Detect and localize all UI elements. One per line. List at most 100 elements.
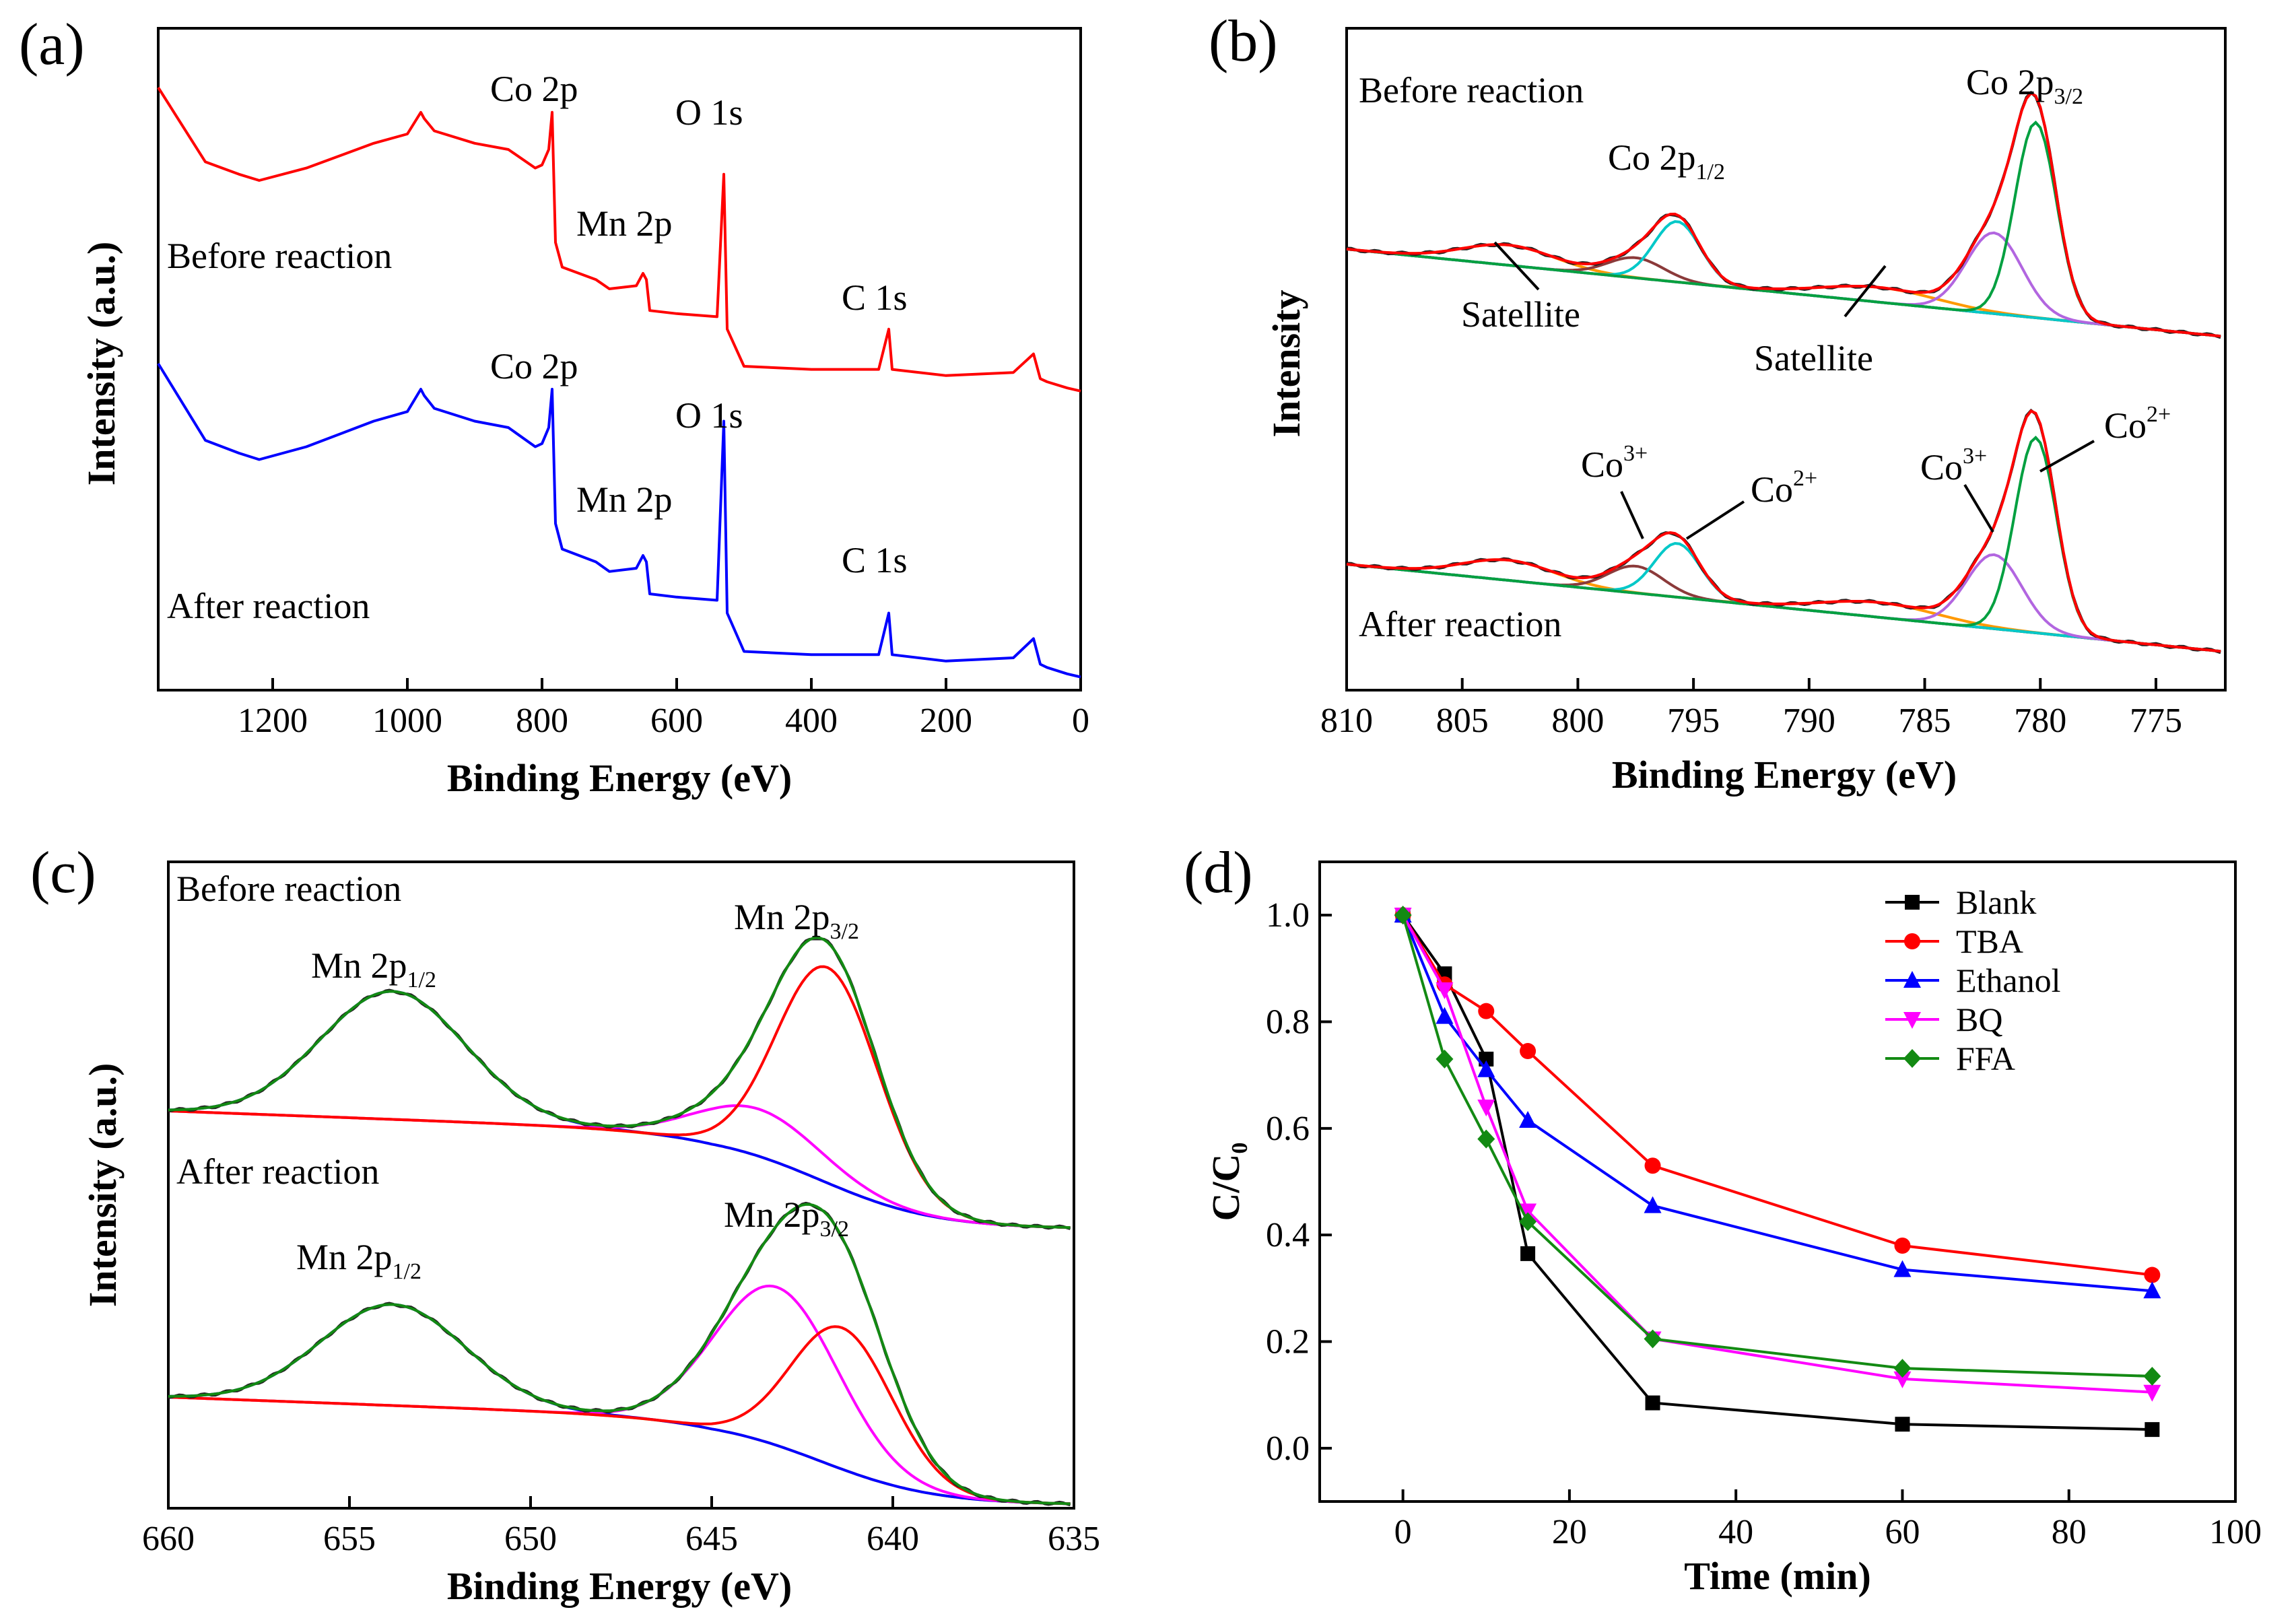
d-ytick-label: 0.4 [1266,1216,1310,1254]
legend-marker-bq [1903,1012,1921,1029]
xtick-label: 200 [920,702,972,740]
panel-d-ylabel: C/C0 [1204,1143,1252,1221]
xtick-label: 1200 [238,702,308,740]
c-ann-mn2p32-bot: Mn 2p3/2 [724,1194,849,1242]
xtick-label: 640 [867,1520,919,1558]
c-ann-mn2p12-bot: Mn 2p1/2 [296,1237,421,1284]
d-ytick-label: 0.0 [1266,1429,1310,1468]
a-ann-c1s-bot: C 1s [842,540,908,580]
d-point-ethanol [2143,1281,2161,1299]
b-ann-co2-left-main: Co [1751,469,1793,510]
b-ann-co3-right: Co3+ [1920,444,1987,487]
panel-b-fit-curves [1346,90,2221,654]
panel-b-frame [1345,27,2227,691]
xtick-label: 790 [1783,702,1835,740]
b-ann-co2p32-sub: 3/2 [2054,84,2083,109]
b-ann-co2p32: Co 2p3/2 [1966,62,2083,109]
c-ann-mn2p12-top: Mn 2p1/2 [311,945,436,992]
d-ytick-label: 0.8 [1266,1003,1310,1042]
b-arrow-sat1 [1493,241,1540,291]
d-point-blank [1645,1395,1660,1411]
a-ann-after: After reaction [167,586,370,626]
b-ann-co3-right-sup: 3+ [1963,444,1987,469]
xtick-label: 775 [2130,702,2182,740]
xtick-label: 645 [685,1520,738,1558]
b-arrow-co3-left [1620,491,1644,539]
d-xtick-label: 0 [1394,1513,1412,1551]
b-ann-co2p12: Co 2p1/2 [1608,137,1725,184]
b-ann-satellite-2: Satellite [1754,338,1873,378]
d-point-bq [1893,1371,1912,1388]
panel-a-ylabel: Intensity (a.u.) [79,242,123,486]
panel-b-xticks: 810 805 800 795 790 785 780 775 [1320,678,2182,740]
xtick-label: 400 [785,702,838,740]
legend-label-bq: BQ [1956,1001,2002,1038]
d-point-ethanol [1644,1196,1662,1213]
d-point-blank [2145,1422,2160,1438]
d-point-ethanol [1436,1007,1454,1024]
b-ann-co2p12-sub: 1/2 [1696,160,1725,184]
c-after-envelope [168,1203,1071,1506]
b-arrow-co3-right [1963,483,1994,533]
legend-marker-blank [1905,895,1920,910]
c-after-mn2p12 [168,1303,1071,1506]
panel-c-xticks: 660 655 650 645 640 635 [142,1496,1100,1558]
panel-a-frame [157,27,1082,691]
legend-label-ethanol: Ethanol [1956,961,2061,999]
xtick-label: 635 [1048,1520,1100,1558]
d-point-tba [1644,1157,1661,1174]
xtick-label: 810 [1320,702,1373,740]
b-after-envelope [1346,409,2221,653]
d-point-bq [1436,982,1454,999]
d-xtick-label: 60 [1885,1513,1920,1551]
legend-marker-ethanol [1903,971,1921,988]
xtick-label: 785 [1899,702,1951,740]
b-ann-co3-left-sup: 3+ [1623,441,1648,466]
c-ann-mn2p12-top-sub: 1/2 [407,968,436,992]
d-ytick-label: 1.0 [1266,896,1310,935]
d-point-ffa [1644,1329,1662,1349]
legend-label-ffa: FFA [1956,1040,2015,1077]
b-before-envelope [1346,91,2221,338]
d-xtick-label: 80 [2052,1513,2087,1551]
b-arrows [1493,241,2095,540]
b-ann-co2-right: Co2+ [2104,402,2171,446]
panel-c-xlabel: Binding Energy (eV) [447,1564,792,1608]
panel-c-ylabel: Intensity (a.u.) [81,1063,125,1308]
b-ann-co3-left: Co3+ [1581,441,1648,485]
a-ann-before: Before reaction [167,236,392,276]
xtick-label: 800 [1551,702,1604,740]
a-ann-co2p-bot: Co 2p [490,346,578,386]
d-xtick-label: 40 [1718,1513,1753,1551]
a-ann-mn2p-top: Mn 2p [576,203,673,244]
d-point-ffa [1436,1049,1454,1069]
d-point-blank [1895,1417,1910,1432]
d-point-blank [1479,1051,1494,1067]
d-point-ffa [1893,1359,1912,1378]
d-ytick-label: 0.6 [1266,1110,1310,1148]
panel-b-ylabel: Intensity [1264,290,1308,437]
b-ann-co2p32-main: Co 2p [1966,62,2054,102]
panel-a: (a) 1200 1000 800 600 400 200 0 Binding Energy… [19,12,1089,800]
xtick-label: 805 [1436,702,1489,740]
legend-label-blank: Blank [1956,883,2036,921]
panel-d-series [1394,906,2161,1438]
c-ann-before: Before reaction [176,869,401,909]
c-ann-after: After reaction [176,1151,379,1192]
xtick-label: 660 [142,1520,195,1558]
c-after-mn2p32-a [168,1325,1071,1506]
c-ann-mn2p32-top-main: Mn 2p [734,897,830,937]
d-point-tba [1478,1003,1495,1019]
c-ann-mn2p12-bot-sub: 1/2 [393,1259,421,1284]
b-ann-before: Before reaction [1359,70,1584,110]
b-ann-co3-right-main: Co [1920,447,1963,487]
d-point-tba [2144,1267,2161,1283]
d-point-tba [1894,1238,1911,1254]
a-ann-o1s-top: O 1s [675,92,743,133]
d-point-ethanol [1477,1060,1495,1077]
b-ann-co2p12-main: Co 2p [1608,137,1696,178]
panel-b-letter: (b) [1209,9,1278,74]
legend-marker-tba [1904,933,1920,949]
b-arrow-co2-left [1685,500,1745,540]
panel-b: (b) 810 805 800 795 790 785 780 775 Binding Ene… [1209,9,2227,797]
